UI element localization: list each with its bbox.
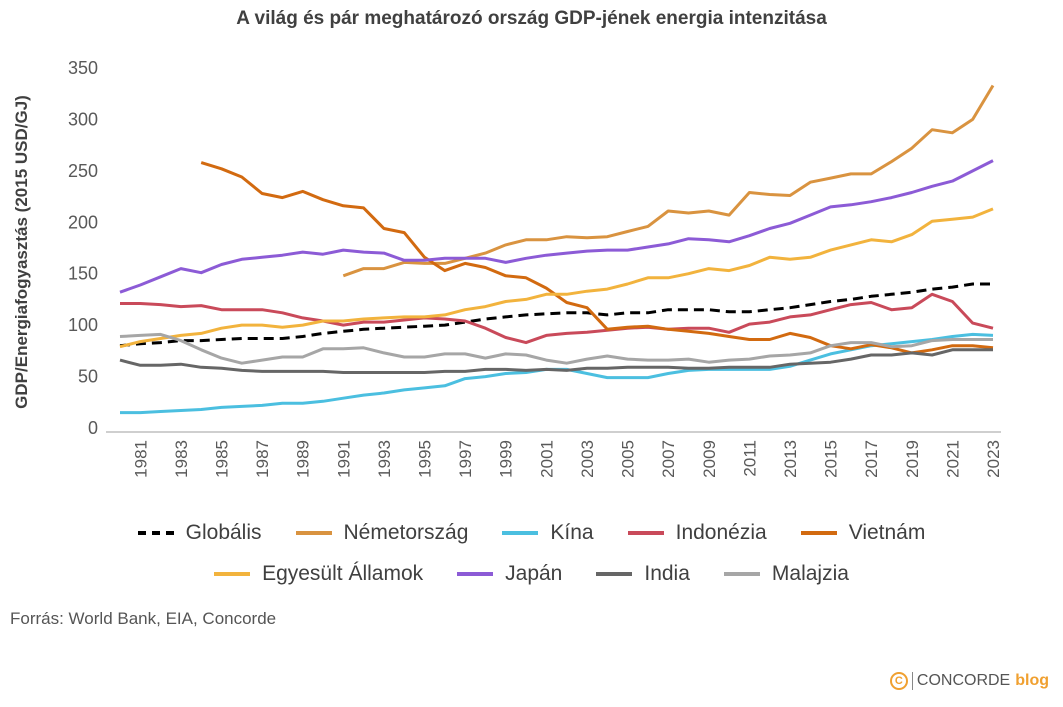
series-line-malajzia <box>119 332 993 365</box>
series-line-india <box>119 348 993 374</box>
x-tick-label: 1985 <box>213 440 232 478</box>
x-tick-label: 1999 <box>497 440 516 478</box>
legend-item: Kína <box>502 521 594 545</box>
y-tick-label: 150 <box>68 264 98 284</box>
x-tick-label: 1995 <box>416 440 435 478</box>
x-tick-label: 1987 <box>253 440 272 478</box>
legend-item: Globális <box>137 521 262 545</box>
legend-label: Indonézia <box>675 521 767 544</box>
copyright-c-icon: C <box>889 672 908 690</box>
logo-brand: CONCORDE <box>916 672 1011 689</box>
legend-swatch <box>502 531 539 535</box>
series-line-globális <box>119 282 993 348</box>
x-tick-label: 2011 <box>740 440 759 477</box>
x-tick-label: 1981 <box>131 440 150 478</box>
x-tick-label: 2023 <box>984 440 1003 478</box>
legend-item: Indonézia <box>627 521 767 545</box>
logo-suffix: blog <box>1015 672 1049 689</box>
legend-row-1: Globális Németország Kína Indonézia Vietnám <box>0 521 1063 545</box>
y-axis-title: GDP/Energiafogyasztás (2015 USD/GJ) <box>12 95 31 409</box>
legend-label: Kína <box>550 521 594 544</box>
series-line-vietnám <box>200 161 994 355</box>
legend-item: Japán <box>457 562 562 586</box>
x-tick-label: 1989 <box>294 440 313 478</box>
x-tick-label: 2015 <box>822 440 841 478</box>
legend-item: India <box>596 562 690 586</box>
legend-item: Vietnám <box>800 521 926 545</box>
y-tick-label: 250 <box>68 161 98 181</box>
x-tick-label: 1997 <box>456 440 475 478</box>
x-tick-label: 2003 <box>578 440 597 478</box>
legend-swatch <box>137 531 174 535</box>
legend-row-2: Egyesült Államok Japán India Malajzia <box>0 562 1063 586</box>
y-tick-label: 300 <box>68 109 98 129</box>
y-tick-label: 350 <box>68 58 98 78</box>
series-line-németország <box>342 84 995 278</box>
logo-divider <box>911 672 913 690</box>
legend-label: Malajzia <box>771 562 849 585</box>
x-tick-label: 1993 <box>375 440 394 478</box>
legend-swatch <box>800 531 837 535</box>
y-tick-label: 100 <box>68 315 98 335</box>
concorde-logo: C CONCORDE blog <box>889 672 1049 690</box>
legend-item: Malajzia <box>723 562 849 586</box>
x-tick-label: 2005 <box>619 440 638 478</box>
legend-swatch <box>627 531 664 535</box>
legend-label: India <box>644 562 690 585</box>
x-tick-label: 2001 <box>537 440 556 478</box>
x-tick-label: 1991 <box>334 440 353 478</box>
y-tick-label: 200 <box>68 212 98 232</box>
x-tick-label: 2019 <box>903 440 922 478</box>
legend-item: Németország <box>295 521 469 545</box>
legend-swatch <box>723 572 760 576</box>
legend-swatch <box>214 572 251 576</box>
series-line-egyesült-államok <box>119 207 994 349</box>
x-tick-label: 1983 <box>172 440 191 478</box>
legend-label: Egyesült Államok <box>262 562 424 585</box>
series-line-indonézia <box>120 292 994 345</box>
x-tick-label: 2017 <box>862 440 881 478</box>
x-tick-label: 2007 <box>659 440 678 478</box>
x-tick-label: 2009 <box>700 440 719 478</box>
legend-swatch <box>295 531 332 535</box>
legend-swatch <box>457 572 494 576</box>
y-tick-label: 50 <box>78 367 98 387</box>
legend-label: Japán <box>505 562 563 585</box>
x-tick-label: 2021 <box>943 440 962 478</box>
legend-label: Vietnám <box>848 521 926 544</box>
legend-item: Egyesült Államok <box>214 562 423 586</box>
legend-swatch <box>596 572 633 576</box>
x-tick-label: 2013 <box>781 440 800 478</box>
legend-label: Globális <box>185 521 262 544</box>
source-note: Forrás: World Bank, EIA, Concorde <box>10 609 277 628</box>
series-line-japán <box>119 159 994 294</box>
y-tick-label: 0 <box>88 418 98 438</box>
chart-title: A világ és pár meghatározó ország GDP-jé… <box>236 8 827 29</box>
legend-label: Németország <box>343 521 469 544</box>
